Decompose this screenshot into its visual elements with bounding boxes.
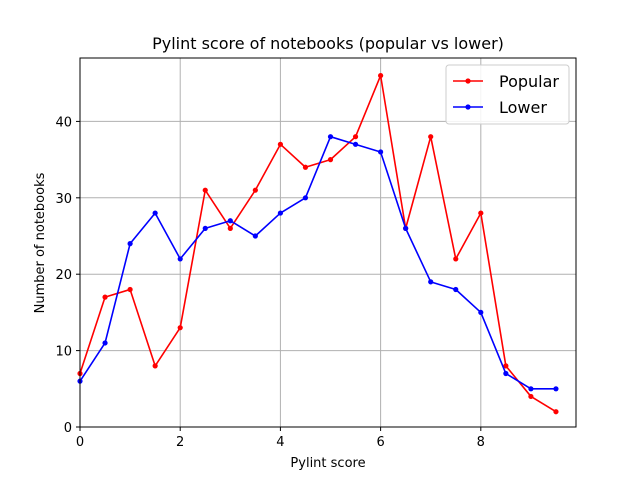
data-point	[352, 141, 359, 147]
y-tick-label: 20	[55, 268, 72, 283]
data-point	[478, 210, 484, 216]
data-point	[202, 187, 208, 193]
series-line-popular	[79, 74, 557, 413]
y-tick-label: 30	[55, 192, 72, 207]
data-point	[277, 141, 284, 147]
x-tick-label: 8	[477, 435, 485, 450]
data-point	[102, 340, 108, 346]
x-axis-label: Pylint score	[290, 456, 365, 471]
data-point	[378, 149, 384, 155]
series-group	[77, 72, 559, 415]
x-tick-label: 0	[76, 435, 84, 450]
data-point	[503, 370, 509, 377]
data-point	[177, 325, 183, 331]
plot-frame	[79, 57, 577, 428]
data-point	[453, 256, 459, 262]
data-point	[378, 72, 384, 79]
y-tick-label: 40	[55, 115, 72, 130]
data-point	[252, 233, 258, 239]
legend-swatch-marker	[465, 104, 471, 110]
data-point	[478, 309, 484, 316]
data-point	[453, 286, 459, 293]
data-point	[553, 409, 559, 415]
series-line-lower	[79, 135, 556, 390]
data-point	[302, 195, 309, 201]
y-axis-label: Number of notebooks	[33, 172, 48, 313]
x-tick-label: 6	[376, 435, 384, 450]
data-point	[528, 393, 534, 400]
data-point	[503, 363, 509, 369]
data-point	[352, 134, 359, 140]
y-tick-label: 0	[64, 421, 72, 436]
data-point	[528, 386, 534, 392]
data-point	[302, 164, 309, 170]
legend-label: Popular	[499, 72, 559, 91]
legend-box	[445, 64, 570, 125]
data-point	[177, 256, 183, 262]
legend: Popular Lower	[445, 64, 570, 125]
legend-swatch-marker	[465, 78, 471, 84]
series-lower	[77, 134, 559, 392]
y-tick-label: 10	[55, 345, 72, 360]
legend-label: Lower	[499, 98, 547, 117]
axis-ticks: 0 2 4 6 8 0 10 20 30 40	[55, 115, 484, 450]
data-point	[553, 386, 559, 392]
data-point	[403, 225, 409, 231]
data-point	[252, 187, 258, 193]
data-point	[227, 218, 233, 224]
data-point	[102, 294, 108, 300]
data-point	[428, 279, 434, 285]
data-point	[277, 210, 284, 216]
data-point	[428, 134, 434, 140]
x-tick-label: 2	[176, 435, 184, 450]
data-point	[152, 363, 158, 369]
data-point	[327, 157, 334, 163]
x-tick-label: 4	[276, 435, 284, 450]
data-point	[227, 225, 233, 231]
data-point	[127, 241, 133, 247]
data-point	[327, 134, 334, 140]
data-point	[152, 210, 158, 216]
data-point	[127, 286, 133, 293]
chart-title: Pylint score of notebooks (popular vs lo…	[152, 34, 504, 53]
data-point	[202, 225, 208, 231]
